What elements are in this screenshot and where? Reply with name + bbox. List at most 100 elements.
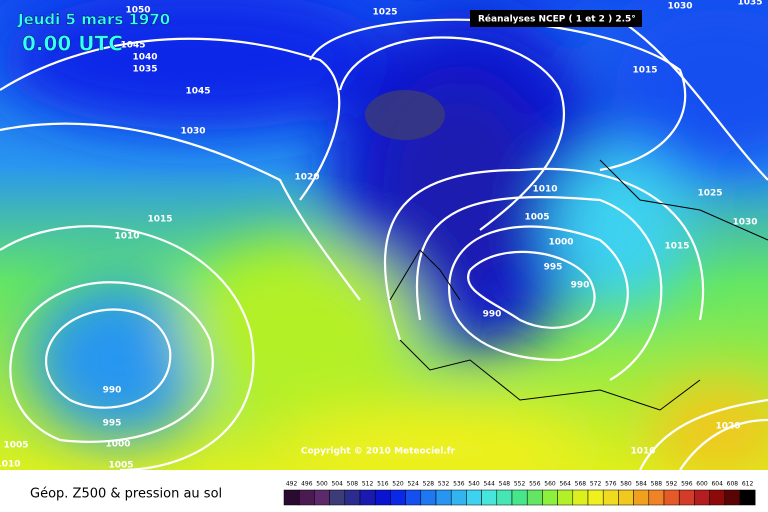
- scale-label: 600: [696, 481, 708, 488]
- scale-label: 568: [575, 481, 587, 488]
- scale-swatch: [557, 489, 574, 506]
- scale-label: 608: [727, 481, 739, 488]
- isobar-label: 1015: [147, 215, 172, 225]
- scale-label: 524: [407, 481, 419, 488]
- scale-swatch: [618, 489, 634, 506]
- scale-swatch: [390, 489, 406, 506]
- scale-label: 576: [605, 481, 617, 488]
- isobar-label: 1010: [114, 232, 139, 242]
- scale-label: 520: [392, 481, 404, 488]
- scale-label: 548: [499, 481, 511, 488]
- scale-swatch: [648, 489, 665, 506]
- scale-label: 556: [529, 481, 541, 488]
- scale-label: 492: [286, 481, 298, 488]
- scale-swatch: [709, 489, 726, 506]
- isobar-label: 1005: [524, 213, 549, 223]
- isobar-label: 1045: [185, 87, 210, 97]
- scale-label: 580: [620, 481, 632, 488]
- scale-label: 560: [544, 481, 556, 488]
- isobar-label: 1015: [632, 66, 657, 76]
- scale-label: 532: [438, 481, 450, 488]
- scale-swatch: [678, 489, 695, 506]
- scale-label: 504: [331, 481, 343, 488]
- scale-swatch: [435, 489, 452, 506]
- scale-swatch: [298, 489, 315, 506]
- scale-swatch: [329, 489, 346, 506]
- isobar-label: 1050: [125, 6, 150, 16]
- scale-label: 552: [514, 481, 526, 488]
- isobar-label: 1025: [697, 189, 722, 199]
- isobar-label: 990: [483, 310, 502, 320]
- coastline: [389, 159, 768, 411]
- isobar-label: 1045: [120, 41, 145, 51]
- scale-swatch: [420, 489, 437, 506]
- scale-swatch: [602, 489, 619, 506]
- scale-swatch: [739, 489, 756, 506]
- scale-swatch: [511, 489, 528, 506]
- scale-swatch: [526, 489, 543, 506]
- isobar-label: 1000: [105, 440, 130, 450]
- scale-label: 536: [453, 481, 465, 488]
- scale-label: 572: [590, 481, 602, 488]
- scale-swatch: [466, 489, 482, 506]
- scale-label: 544: [483, 481, 495, 488]
- isobar-label: 1010: [532, 185, 557, 195]
- isobar-label: 1005: [3, 441, 28, 451]
- isobar-label: 1020: [294, 173, 319, 183]
- scale-label: 516: [377, 481, 389, 488]
- scale-swatch: [663, 489, 680, 506]
- isobar-label: 1030: [180, 127, 205, 137]
- source-box: [470, 10, 642, 27]
- isobar-label: 990: [571, 281, 590, 291]
- scale-swatch: [283, 489, 300, 506]
- scale-swatch: [344, 489, 361, 506]
- scale-swatch: [572, 489, 589, 506]
- scale-label: 596: [681, 481, 693, 488]
- isobar-label: 1040: [132, 53, 157, 63]
- scale-label: 540: [468, 481, 480, 488]
- isobar-label: 1030: [667, 2, 692, 12]
- scale-swatch: [587, 489, 604, 506]
- scale-label: 612: [742, 481, 754, 488]
- isobar-label: 1005: [108, 461, 133, 471]
- source: Réanalyses NCEP ( 1 et 2 ) 2.5°: [478, 14, 636, 25]
- isobar-label: 1020: [715, 422, 740, 432]
- time: 0.00 UTC: [22, 32, 123, 56]
- isobar-label: 1015: [664, 242, 689, 252]
- scale-swatch: [450, 489, 467, 506]
- scale-label: 564: [559, 481, 571, 488]
- scale-label: 592: [666, 481, 678, 488]
- isobar-label: 995: [103, 419, 122, 429]
- isobar-label: 1035: [737, 0, 762, 8]
- isobars: [0, 18, 768, 470]
- scale-label: 588: [651, 481, 663, 488]
- isobar-label: 990: [103, 386, 122, 396]
- isobar-label: 1035: [132, 65, 157, 75]
- footer-title: Géop. Z500 & pression au sol: [30, 487, 222, 502]
- isobar-label: 1025: [372, 8, 397, 18]
- isobar-label: 995: [544, 263, 563, 273]
- scale-swatch: [314, 489, 330, 506]
- scale-swatch: [496, 489, 513, 506]
- scale-swatch: [694, 489, 710, 506]
- date: Jeudi 5 mars 1970: [17, 11, 170, 29]
- isobar-label: 1010: [630, 447, 655, 457]
- isobar-label: 1000: [548, 238, 573, 248]
- scale-label: 508: [347, 481, 359, 488]
- scale-swatch: [724, 489, 741, 506]
- scale-swatch: [633, 489, 650, 506]
- scale-label: 584: [635, 481, 647, 488]
- scale-label: 604: [711, 481, 723, 488]
- map-field: [0, 0, 768, 470]
- isobar-label: 1010: [0, 460, 21, 470]
- scale-label: 500: [316, 481, 328, 488]
- scale-swatch: [359, 489, 376, 506]
- scale-label: 496: [301, 481, 313, 488]
- isobar-label: 1030: [732, 218, 757, 228]
- scale-label: 512: [362, 481, 374, 488]
- scale-swatch: [481, 489, 498, 506]
- copyright: Copyright © 2010 Meteociel.fr: [301, 447, 456, 457]
- scale-label: 528: [423, 481, 435, 488]
- scale-swatch: [542, 489, 558, 506]
